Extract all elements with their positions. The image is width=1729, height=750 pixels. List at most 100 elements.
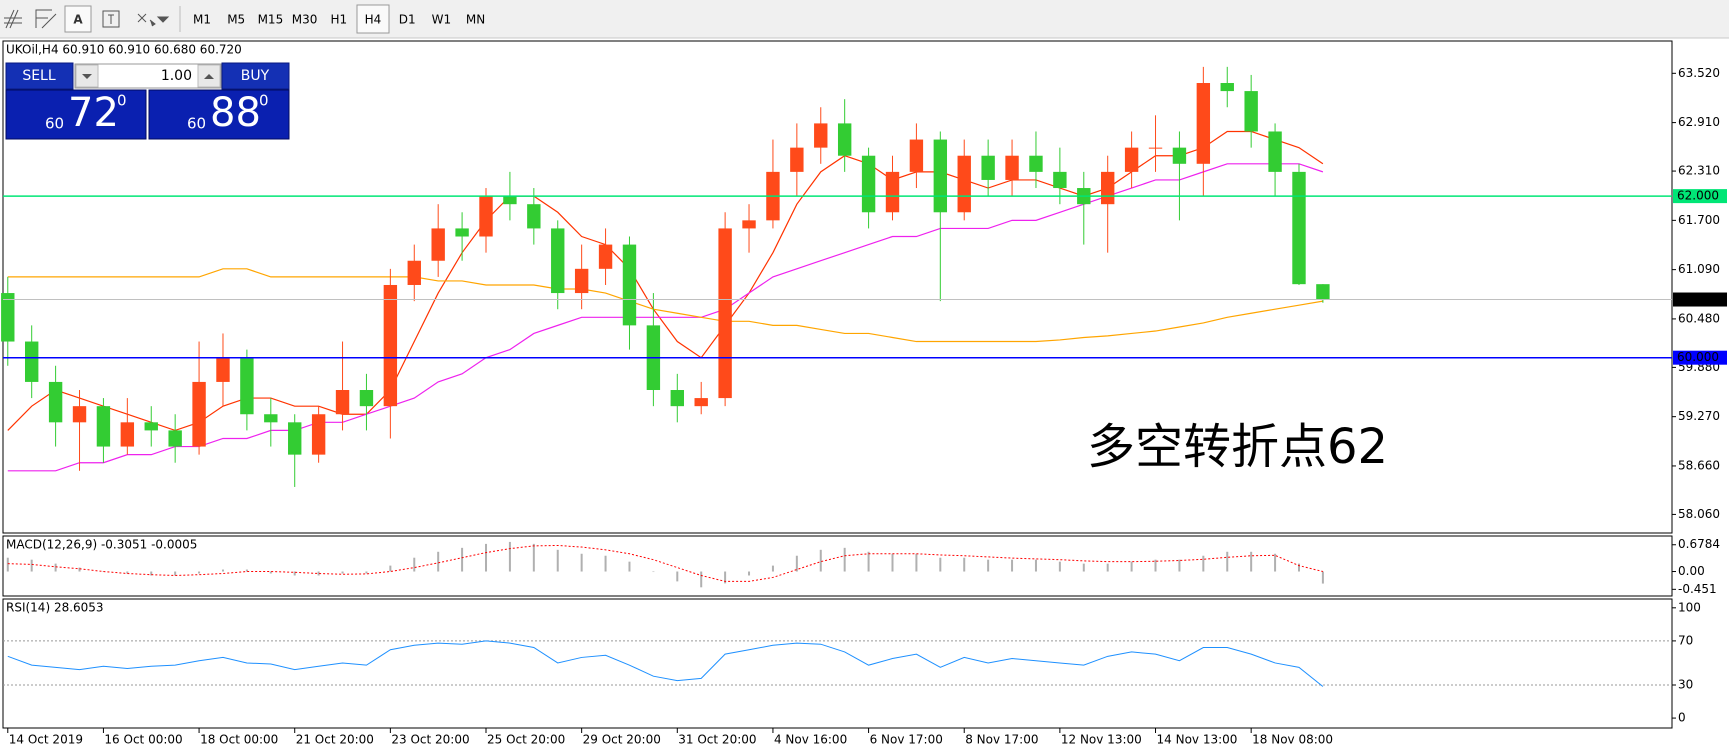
text-tool[interactable]: A (73, 13, 83, 27)
level-label: 62.000 (1677, 189, 1719, 203)
candle-body (1124, 147, 1139, 172)
macd-bar (30, 559, 33, 572)
macd-bar (1178, 559, 1181, 572)
y-tick-label: 0.6784 (1678, 537, 1720, 551)
candle-body (718, 228, 732, 399)
candle-body (909, 139, 924, 172)
buy-label[interactable]: BUY (241, 68, 270, 84)
candle-body (694, 398, 708, 407)
timeframe-button[interactable]: M1 (193, 13, 211, 27)
macd-bar (556, 549, 559, 572)
candle-body (1244, 91, 1258, 132)
macd-bar (1250, 551, 1253, 572)
candle-body (1029, 155, 1043, 172)
label-tool[interactable] (102, 10, 120, 28)
macd-bar (245, 569, 248, 572)
x-tick-label: 21 Oct 20:00 (296, 733, 374, 747)
buy-button[interactable] (221, 62, 290, 90)
candle-body (885, 171, 900, 213)
macd-bar (748, 571, 751, 576)
candle-body (1220, 83, 1234, 92)
macd-bar (771, 565, 774, 572)
candle-body (527, 204, 541, 229)
macd-bar (604, 555, 607, 572)
timeframe-button[interactable]: D1 (399, 13, 416, 27)
x-tick-label: 18 Nov 08:00 (1252, 733, 1333, 747)
y-tick-label: 100 (1678, 600, 1701, 614)
macd-bar (963, 557, 966, 572)
x-tick-label: 6 Nov 17:00 (870, 733, 943, 747)
panel-frame (2, 535, 1673, 597)
fibo-tool[interactable] (35, 9, 57, 29)
macd-bar (198, 571, 201, 574)
candle-body (1, 293, 15, 342)
sell-label[interactable]: SELL (22, 68, 56, 84)
candle-body (335, 390, 350, 415)
y-tick-label: 0 (1678, 711, 1686, 725)
candle-body (407, 260, 421, 285)
x-tick-label: 12 Nov 13:00 (1061, 733, 1142, 747)
candle-body (216, 357, 230, 382)
timeframe-button[interactable]: M30 (292, 13, 318, 27)
macd-bar (269, 571, 272, 574)
candle-body (790, 147, 804, 172)
candle-body (933, 139, 948, 213)
y-tick-label: 59.270 (1678, 409, 1720, 423)
candle-body (479, 196, 493, 237)
macd-bar (1321, 571, 1324, 584)
candle-body (168, 430, 182, 447)
macd-bar (1130, 561, 1133, 572)
candle-body (120, 422, 135, 447)
timeframe-button[interactable]: W1 (432, 13, 452, 27)
sell-button[interactable] (5, 62, 74, 90)
x-tick-label: 8 Nov 17:00 (965, 733, 1038, 747)
y-tick-label: -0.451 (1678, 582, 1717, 596)
panel-header: UKOil,H4 60.910 60.910 60.680 60.720 (6, 43, 242, 57)
macd-bar (508, 541, 511, 572)
candle-body (1005, 155, 1019, 180)
arrow-tool[interactable] (137, 13, 170, 27)
ask-big: 60 (187, 115, 206, 133)
candle-body (24, 341, 39, 382)
text-tool-button[interactable] (64, 5, 92, 33)
macd-bar (939, 557, 942, 572)
macd-bar (819, 549, 822, 572)
lots-value[interactable]: 1.00 (161, 68, 192, 84)
lots-field[interactable] (74, 63, 222, 89)
panels: 63.52062.91062.31061.70061.09060.48059.8… (1, 40, 1727, 747)
macd-bar (652, 571, 655, 573)
candle-body (957, 155, 971, 213)
panel-frame (2, 598, 1673, 729)
candle-body (288, 422, 302, 455)
macd-bar (221, 569, 224, 572)
level-label-box (1673, 292, 1727, 307)
bid-big: 60 (45, 115, 64, 133)
timeframe-button[interactable]: H4 (365, 13, 382, 27)
candle-body (622, 244, 637, 326)
macd-bar (6, 557, 9, 572)
grid-tool[interactable] (4, 9, 22, 29)
y-tick-label: 0.00 (1678, 564, 1705, 578)
candle-body (383, 284, 398, 407)
bid-box[interactable] (5, 89, 147, 140)
moving-average (7, 268, 1323, 343)
ask-small: 0 (259, 92, 269, 110)
active-timeframe (356, 4, 390, 34)
bid-small: 0 (117, 92, 127, 110)
timeframe-button[interactable]: M5 (227, 13, 245, 27)
x-tick-label: 16 Oct 00:00 (104, 733, 182, 747)
macd-bar (1154, 559, 1157, 572)
candle-body (1101, 171, 1115, 205)
ask-box[interactable] (148, 89, 290, 140)
macd-bar (987, 559, 990, 572)
x-tick-label: 14 Oct 2019 (9, 733, 83, 747)
timeframe-button[interactable]: MN (466, 13, 485, 27)
panel-header: RSI(14) 28.6053 (6, 601, 104, 615)
timeframe-button[interactable]: M15 (258, 13, 284, 27)
timeframe-button[interactable]: H1 (330, 13, 347, 27)
level-label: 60.720 (1677, 292, 1719, 306)
x-tick-label: 18 Oct 00:00 (200, 733, 278, 747)
macd-bar (365, 571, 368, 574)
macd-bar (676, 571, 679, 582)
